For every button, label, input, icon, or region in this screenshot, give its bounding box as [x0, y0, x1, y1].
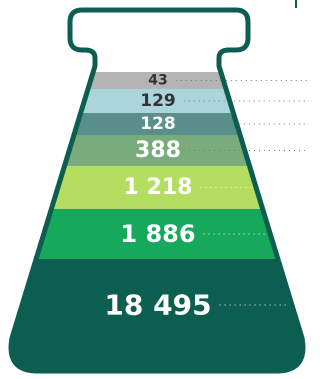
flask-infographic: 43 129 128 388 1 218 1 886 18 495 [0, 0, 309, 379]
layer-value: 1 218 [124, 175, 193, 200]
layer-value: 128 [140, 114, 176, 134]
layer-value: 388 [135, 138, 181, 163]
layer-value: 1 886 [120, 220, 195, 248]
layer-value: 18 495 [104, 289, 211, 322]
layer-value: 43 [148, 73, 167, 89]
layer-value: 129 [140, 91, 176, 111]
page: 431291283881 2181 88618 495 (() => { con… [0, 0, 320, 379]
